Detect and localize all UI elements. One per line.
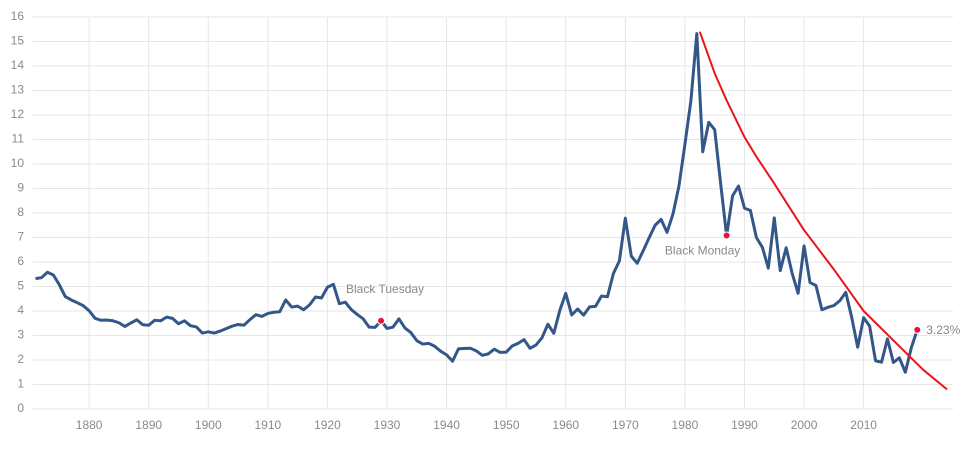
y-tick-label: 8	[17, 205, 24, 219]
trend-line	[698, 31, 948, 391]
y-tick-label: 12	[11, 107, 25, 121]
x-tick-label: 1930	[374, 418, 401, 432]
y-tick-label: 1	[17, 377, 24, 391]
y-tick-label: 16	[11, 9, 25, 23]
y-tick-label: 15	[11, 34, 25, 48]
y-tick-label: 7	[17, 230, 24, 244]
x-tick-label: 2000	[791, 418, 818, 432]
x-tick-label: 1920	[314, 418, 341, 432]
y-tick-label: 11	[12, 132, 25, 146]
x-tick-label: 1990	[731, 418, 758, 432]
event-marker	[913, 325, 922, 334]
x-tick-label: 1980	[672, 418, 699, 432]
series-line	[35, 32, 919, 374]
event-marker	[722, 231, 731, 240]
x-tick-label: 2010	[850, 418, 877, 432]
y-tick-label: 9	[17, 181, 24, 195]
x-tick-label: 1940	[433, 418, 460, 432]
y-tick-label: 0	[17, 401, 24, 415]
x-tick-label: 1880	[76, 418, 103, 432]
x-tick-label: 1910	[255, 418, 282, 432]
y-tick-label: 14	[11, 58, 25, 72]
annotation: 3.23%	[926, 323, 960, 337]
y-tick-label: 13	[11, 83, 25, 97]
y-tick-label: 4	[17, 303, 24, 317]
y-tick-label: 3	[17, 328, 24, 342]
y-tick-label: 10	[11, 156, 25, 170]
x-tick-label: 1950	[493, 418, 520, 432]
event-marker	[377, 316, 386, 325]
annotation: Black Tuesday	[346, 282, 424, 296]
y-tick-label: 2	[17, 352, 24, 366]
annotation: Black Monday	[665, 244, 740, 258]
x-tick-label: 1960	[552, 418, 579, 432]
y-tick-label: 6	[17, 254, 24, 268]
x-tick-label: 1900	[195, 418, 222, 432]
x-tick-label: 1890	[135, 418, 162, 432]
x-tick-label: 1970	[612, 418, 639, 432]
y-tick-label: 5	[17, 279, 24, 293]
